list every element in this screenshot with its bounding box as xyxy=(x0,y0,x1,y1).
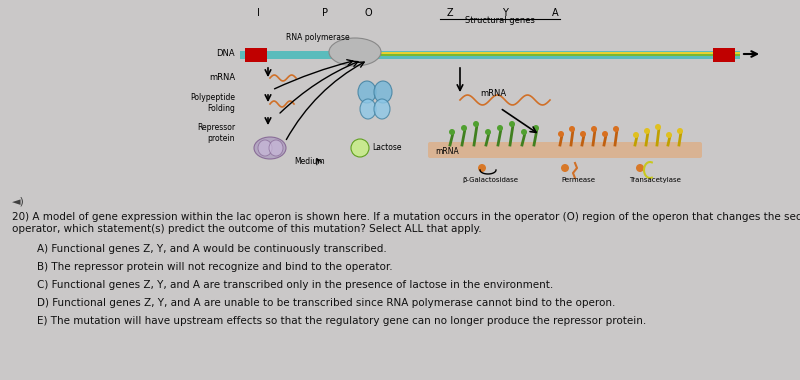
Ellipse shape xyxy=(374,81,392,103)
FancyBboxPatch shape xyxy=(245,48,267,62)
Circle shape xyxy=(497,125,503,131)
Circle shape xyxy=(485,129,491,135)
Circle shape xyxy=(666,132,672,138)
Text: Repressor
protein: Repressor protein xyxy=(197,123,235,143)
Text: E) The mutation will have upstream effects so that the regulatory gene can no lo: E) The mutation will have upstream effec… xyxy=(37,316,646,326)
FancyBboxPatch shape xyxy=(355,54,740,56)
Circle shape xyxy=(644,128,650,134)
FancyBboxPatch shape xyxy=(355,52,740,56)
Text: Permease: Permease xyxy=(561,177,595,183)
Circle shape xyxy=(613,126,619,132)
Circle shape xyxy=(561,164,569,172)
Circle shape xyxy=(569,126,575,132)
Text: Polypeptide
Folding: Polypeptide Folding xyxy=(190,93,235,113)
FancyBboxPatch shape xyxy=(713,48,735,62)
Circle shape xyxy=(602,131,608,137)
Circle shape xyxy=(591,126,597,132)
Circle shape xyxy=(655,124,661,130)
Circle shape xyxy=(636,164,644,172)
Text: Lactose: Lactose xyxy=(372,144,402,152)
Circle shape xyxy=(533,125,539,131)
Ellipse shape xyxy=(254,137,286,159)
Text: O: O xyxy=(364,8,372,18)
Circle shape xyxy=(449,129,455,135)
Ellipse shape xyxy=(374,99,390,119)
Circle shape xyxy=(473,121,479,127)
Circle shape xyxy=(558,131,564,137)
Text: Medium: Medium xyxy=(294,157,326,166)
Text: 20) A model of gene expression within the lac operon is shown here. If a mutatio: 20) A model of gene expression within th… xyxy=(12,212,800,222)
Text: Y: Y xyxy=(502,8,508,18)
Text: mRNA: mRNA xyxy=(435,147,458,155)
Text: Structural genes: Structural genes xyxy=(465,16,535,25)
Text: I: I xyxy=(257,8,259,18)
Ellipse shape xyxy=(258,140,272,156)
Text: Transacetylase: Transacetylase xyxy=(629,177,681,183)
Text: B) The repressor protein will not recognize and bind to the operator.: B) The repressor protein will not recogn… xyxy=(37,262,393,272)
Text: D) Functional genes Z, Y, and A are unable to be transcribed since RNA polymeras: D) Functional genes Z, Y, and A are unab… xyxy=(37,298,615,308)
Ellipse shape xyxy=(360,99,376,119)
Circle shape xyxy=(633,132,639,138)
Text: DNA: DNA xyxy=(216,49,235,59)
Ellipse shape xyxy=(269,140,283,156)
Ellipse shape xyxy=(329,38,381,66)
Text: P: P xyxy=(322,8,328,18)
Text: ◄): ◄) xyxy=(12,197,25,207)
Circle shape xyxy=(478,164,486,172)
Circle shape xyxy=(461,125,467,131)
Circle shape xyxy=(509,121,515,127)
Text: Z: Z xyxy=(446,8,454,18)
Text: β-Galactosidase: β-Galactosidase xyxy=(462,177,518,183)
Text: mRNA: mRNA xyxy=(480,89,506,98)
FancyBboxPatch shape xyxy=(240,51,740,59)
Circle shape xyxy=(677,128,683,134)
Circle shape xyxy=(580,131,586,137)
Text: RNA polymerase: RNA polymerase xyxy=(286,33,350,41)
FancyBboxPatch shape xyxy=(428,142,702,158)
Circle shape xyxy=(521,129,527,135)
Text: mRNA: mRNA xyxy=(209,73,235,81)
Text: A) Functional genes Z, Y, and A would be continuously transcribed.: A) Functional genes Z, Y, and A would be… xyxy=(37,244,386,254)
Circle shape xyxy=(351,139,369,157)
Text: operator, which statement(s) predict the outcome of this mutation? Select ALL th: operator, which statement(s) predict the… xyxy=(12,224,482,234)
Ellipse shape xyxy=(358,81,376,103)
Text: C) Functional genes Z, Y, and A are transcribed only in the presence of lactose : C) Functional genes Z, Y, and A are tran… xyxy=(37,280,554,290)
Text: A: A xyxy=(552,8,558,18)
